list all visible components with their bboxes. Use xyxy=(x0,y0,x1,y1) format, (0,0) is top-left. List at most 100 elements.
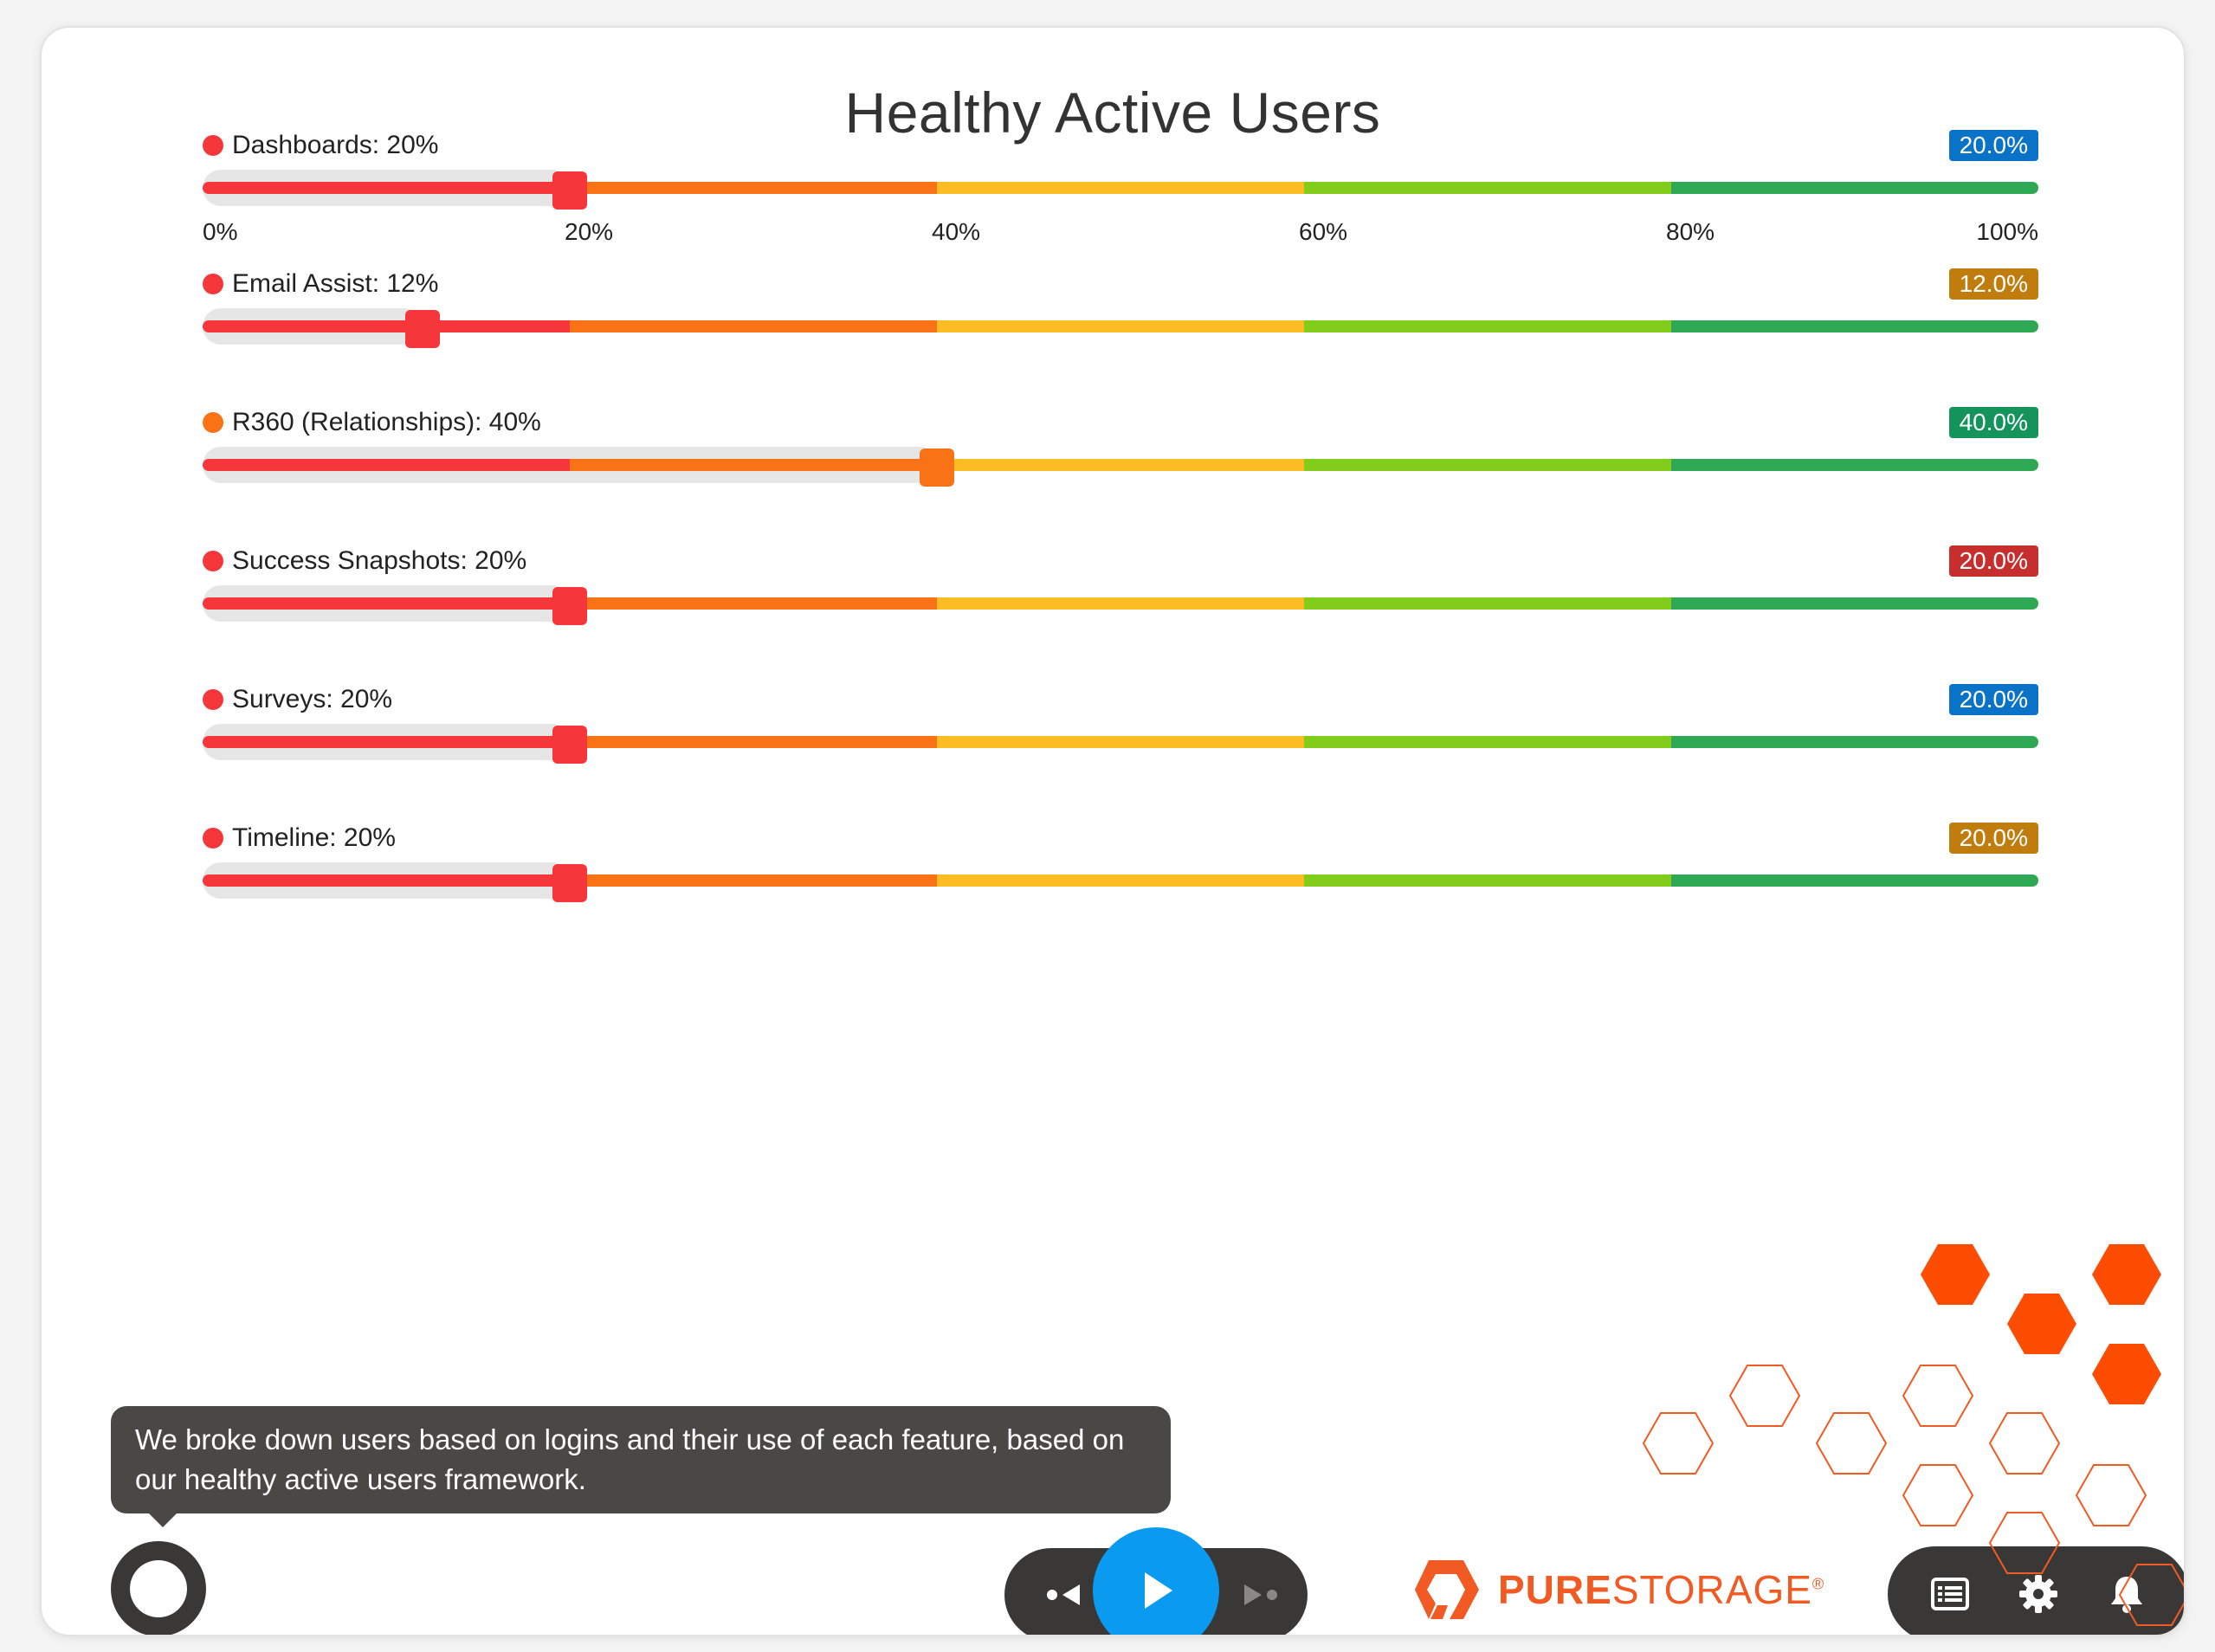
slider-label: Dashboards: 20% xyxy=(203,128,438,163)
scale-segment xyxy=(1671,459,2038,471)
slider-scale xyxy=(203,459,2038,471)
tick-label: 80% xyxy=(1666,218,1715,245)
slider-handle[interactable] xyxy=(920,448,954,487)
scale-segment xyxy=(203,320,570,332)
avatar-ring[interactable] xyxy=(111,1541,206,1635)
status-dot-icon xyxy=(203,274,223,294)
slider-label: Email Assist: 12% xyxy=(203,267,438,301)
scale-segment xyxy=(1304,320,1671,332)
scale-segment xyxy=(570,459,937,471)
slider-row: Dashboards: 20% 20.0% 0% 20% 40% 60% 80% 100% xyxy=(203,128,2038,245)
status-dot-icon xyxy=(203,412,223,433)
scale-segment xyxy=(937,736,1304,748)
scale-segment xyxy=(1304,597,1671,610)
tick-label: 40% xyxy=(932,218,981,245)
slider-track[interactable] xyxy=(203,585,2038,625)
caption-text: We broke down users based on logins and … xyxy=(135,1423,1125,1495)
previous-button[interactable] xyxy=(1022,1548,1108,1635)
next-button[interactable] xyxy=(1216,1548,1302,1635)
slider-label-text: Email Assist: 12% xyxy=(232,269,439,298)
slider-handle[interactable] xyxy=(552,171,587,210)
logo-wordmark: PURESTORAGE® xyxy=(1498,1566,1824,1613)
slider-handle[interactable] xyxy=(552,864,587,902)
scale-segment xyxy=(1671,597,2038,610)
slider-handle[interactable] xyxy=(552,587,587,625)
slider-scale xyxy=(203,182,2038,194)
scale-segment xyxy=(1304,459,1671,471)
scale-segment xyxy=(1304,736,1671,748)
slider-row: Surveys: 20% 20.0% xyxy=(203,682,2038,786)
slider-track[interactable] xyxy=(203,862,2038,902)
slider-track[interactable] xyxy=(203,447,2038,487)
list-button[interactable] xyxy=(1907,1546,1993,1635)
slider-handle[interactable] xyxy=(552,726,587,764)
scale-segment xyxy=(1671,736,2038,748)
scale-segment xyxy=(1304,182,1671,194)
scale-segment xyxy=(203,736,570,748)
scale-segment xyxy=(203,182,570,194)
slider-scale xyxy=(203,874,2038,887)
page-title: Healthy Active Users xyxy=(844,81,1381,145)
slider-label-text: Success Snapshots: 20% xyxy=(232,546,527,575)
scale-segment xyxy=(937,874,1304,887)
scale-segment xyxy=(937,597,1304,610)
slider-scale xyxy=(203,320,2038,332)
slider-label: Surveys: 20% xyxy=(203,682,392,717)
slider-track[interactable] xyxy=(203,170,2038,210)
tick-label: 100% xyxy=(1976,218,2038,245)
scale-segment xyxy=(1671,874,2038,887)
value-badge: 20.0% xyxy=(1948,130,2038,161)
pure-storage-logo: PURESTORAGE® xyxy=(1410,1555,1824,1624)
slider-label: R360 (Relationships): 40% xyxy=(203,405,541,440)
pure-storage-logo-icon xyxy=(1415,1560,1479,1619)
value-badge: 20.0% xyxy=(1948,823,2038,854)
slider-scale xyxy=(203,597,2038,610)
presentation-panel: Healthy Active Users Dashboards: 20% 20.0… xyxy=(40,26,2186,1636)
slider-label-text: Surveys: 20% xyxy=(232,685,393,713)
scale-segment xyxy=(1304,874,1671,887)
scale-segment xyxy=(1671,320,2038,332)
slider-track[interactable] xyxy=(203,724,2038,764)
status-dot-icon xyxy=(203,135,223,156)
scale-segment xyxy=(570,736,937,748)
list-icon xyxy=(1931,1578,1969,1610)
scale-segment xyxy=(570,320,937,332)
slider-handle[interactable] xyxy=(405,310,441,348)
slider-row: Timeline: 20% 20.0% xyxy=(203,821,2038,925)
scale-segment xyxy=(570,874,937,887)
slider-row: Success Snapshots: 20% 20.0% xyxy=(203,544,2038,648)
slider-label-text: Dashboards: 20% xyxy=(232,131,439,159)
tick-label: 0% xyxy=(203,218,238,245)
value-badge: 40.0% xyxy=(1948,407,2038,438)
play-icon xyxy=(1145,1572,1172,1609)
slider-row: R360 (Relationships): 40% 40.0% xyxy=(203,405,2038,509)
scale-segment xyxy=(937,320,1304,332)
slider-label: Timeline: 20% xyxy=(203,821,396,855)
logo-mark: ® xyxy=(1811,1575,1825,1593)
settings-button[interactable] xyxy=(1995,1546,2082,1635)
scale-segment xyxy=(203,874,570,887)
slider-track[interactable] xyxy=(203,308,2038,348)
status-dot-icon xyxy=(203,551,223,571)
scale-segment xyxy=(570,597,937,610)
slider-label: Success Snapshots: 20% xyxy=(203,544,526,578)
tick-label: 20% xyxy=(565,218,614,245)
status-dot-icon xyxy=(203,689,223,710)
decorative-hexagons xyxy=(1642,1244,2184,1626)
logo-bold: PURE xyxy=(1498,1567,1612,1612)
value-badge: 12.0% xyxy=(1948,268,2038,300)
status-dot-icon xyxy=(203,828,223,849)
slider-ticks: 0% 20% 40% 60% 80% 100% xyxy=(203,218,2038,253)
tick-label: 60% xyxy=(1299,218,1348,245)
slider-scale xyxy=(203,736,2038,748)
logo-rest: STORAGE xyxy=(1611,1567,1812,1612)
scale-segment xyxy=(203,597,570,610)
previous-icon xyxy=(1047,1584,1080,1605)
value-badge: 20.0% xyxy=(1948,545,2038,577)
slider-label-text: R360 (Relationships): 40% xyxy=(232,408,541,436)
slider-label-text: Timeline: 20% xyxy=(232,823,396,852)
scale-segment xyxy=(203,459,570,471)
play-button[interactable] xyxy=(1093,1527,1219,1635)
scale-segment xyxy=(1671,182,2038,194)
value-badge: 20.0% xyxy=(1948,684,2038,715)
